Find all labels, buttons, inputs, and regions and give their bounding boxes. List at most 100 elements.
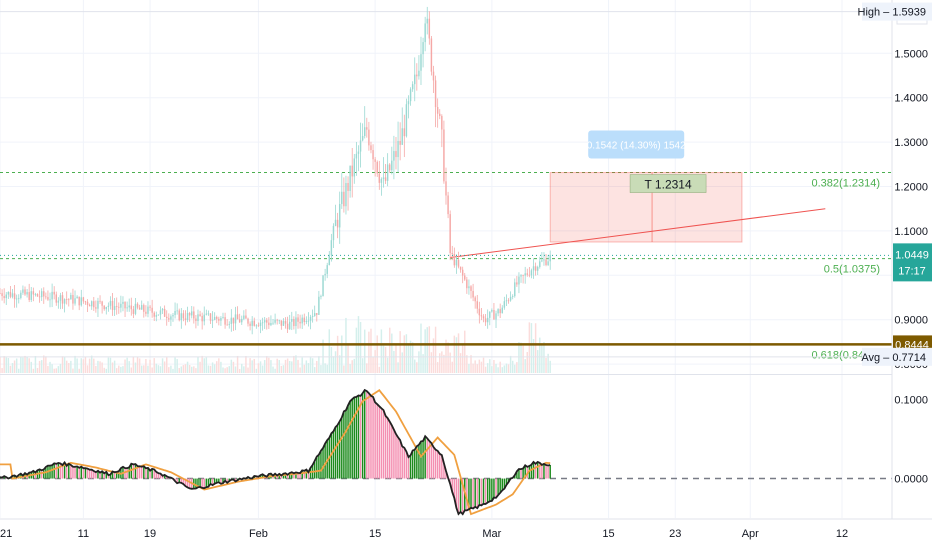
histogram-bar <box>345 410 347 479</box>
candle-body <box>34 294 37 295</box>
volume-bar <box>120 366 122 373</box>
volume-bar <box>118 365 120 373</box>
volume-bar <box>199 361 201 373</box>
volume-bar <box>443 354 445 373</box>
volume-bar <box>222 367 224 373</box>
candle-body <box>5 294 7 299</box>
volume-bar <box>145 359 147 373</box>
candle-body <box>461 269 464 276</box>
candle-body <box>534 266 537 271</box>
candle-body <box>9 291 12 297</box>
volume-bar <box>232 361 235 373</box>
histogram-bar <box>90 469 93 479</box>
histogram-bar <box>518 469 520 479</box>
candle-body <box>72 295 74 304</box>
histogram-bar <box>395 434 397 479</box>
candle-body <box>136 303 139 308</box>
candle-body <box>445 181 447 196</box>
candle-body <box>109 300 112 306</box>
candle-body <box>257 325 260 327</box>
volume-bar <box>70 360 72 373</box>
histogram-bar <box>397 437 399 479</box>
candle-body <box>170 316 172 320</box>
candle-body <box>70 295 72 300</box>
volume-bar <box>407 345 410 373</box>
histogram-bar <box>143 466 145 479</box>
histogram-bar <box>188 478 191 489</box>
volume-bar <box>28 358 30 373</box>
target-label-box <box>629 174 707 193</box>
candle-body <box>509 296 512 301</box>
volume-bar <box>234 366 237 373</box>
trend-line[interactable] <box>450 208 826 259</box>
candle-body <box>526 273 529 275</box>
histogram-bar <box>545 464 547 479</box>
histogram-bar <box>303 470 306 479</box>
volume-bar <box>105 368 108 373</box>
candle-body <box>203 314 205 322</box>
volume-bar <box>165 357 168 373</box>
volume-bar <box>1 368 3 373</box>
histogram-bar <box>80 466 83 479</box>
volume-bar <box>99 361 101 373</box>
histogram-bar <box>97 470 99 479</box>
histogram-bar <box>132 464 135 479</box>
candle-body <box>30 291 32 300</box>
volume-bar <box>268 357 270 373</box>
candle-body <box>176 310 178 312</box>
volume-bar <box>84 356 87 373</box>
histogram-bar <box>486 478 489 503</box>
candle-body <box>288 321 291 330</box>
volume-bar <box>241 363 243 373</box>
candle-body <box>261 322 264 324</box>
volume-bar <box>53 368 55 373</box>
volume-bar <box>372 356 374 373</box>
candle-body <box>128 305 130 308</box>
histogram-bar <box>539 462 541 479</box>
volume-bar <box>432 338 435 373</box>
histogram-bar <box>105 471 108 479</box>
candle-body <box>20 292 22 298</box>
histogram-bar <box>53 463 55 479</box>
volume-bar <box>224 368 226 373</box>
volume-bar <box>132 356 135 373</box>
volume-bar <box>86 365 89 373</box>
histogram-bar <box>476 478 478 509</box>
volume-bar <box>288 360 291 373</box>
candle-body <box>0 293 1 294</box>
histogram-bar <box>536 461 539 479</box>
candle-body <box>99 300 101 302</box>
candle-body <box>507 300 510 302</box>
histogram-bar <box>532 461 535 479</box>
volume-bar <box>472 363 474 373</box>
histogram-bar <box>82 468 85 479</box>
volume-bar <box>218 358 220 373</box>
volume-bar <box>74 355 76 373</box>
candle-body <box>241 318 243 323</box>
volume-bar <box>493 359 495 373</box>
time-tick-label: 11 <box>78 528 89 540</box>
volume-bar <box>347 344 349 373</box>
volume-bar <box>113 360 116 373</box>
volume-bar <box>65 360 68 373</box>
volume-bar <box>76 358 78 373</box>
time-tick-label: 23 <box>669 528 681 540</box>
histogram-bar <box>391 425 393 479</box>
high-label-box <box>862 2 932 21</box>
volume-bar <box>528 322 531 373</box>
histogram-bar <box>74 466 76 479</box>
candle-body <box>101 301 103 306</box>
histogram-bar <box>107 475 110 479</box>
candle-body <box>332 225 335 241</box>
volume-bar <box>180 366 183 373</box>
candle-body <box>174 310 176 316</box>
oscillator-tick-label: 0.1000 <box>894 395 928 407</box>
volume-bar <box>151 367 153 373</box>
candle-body <box>213 317 216 320</box>
histogram-bar <box>299 473 301 479</box>
histogram-bar <box>524 465 526 479</box>
histogram-bar <box>199 478 201 487</box>
candle-body <box>520 275 522 277</box>
volume-bar <box>263 360 266 373</box>
